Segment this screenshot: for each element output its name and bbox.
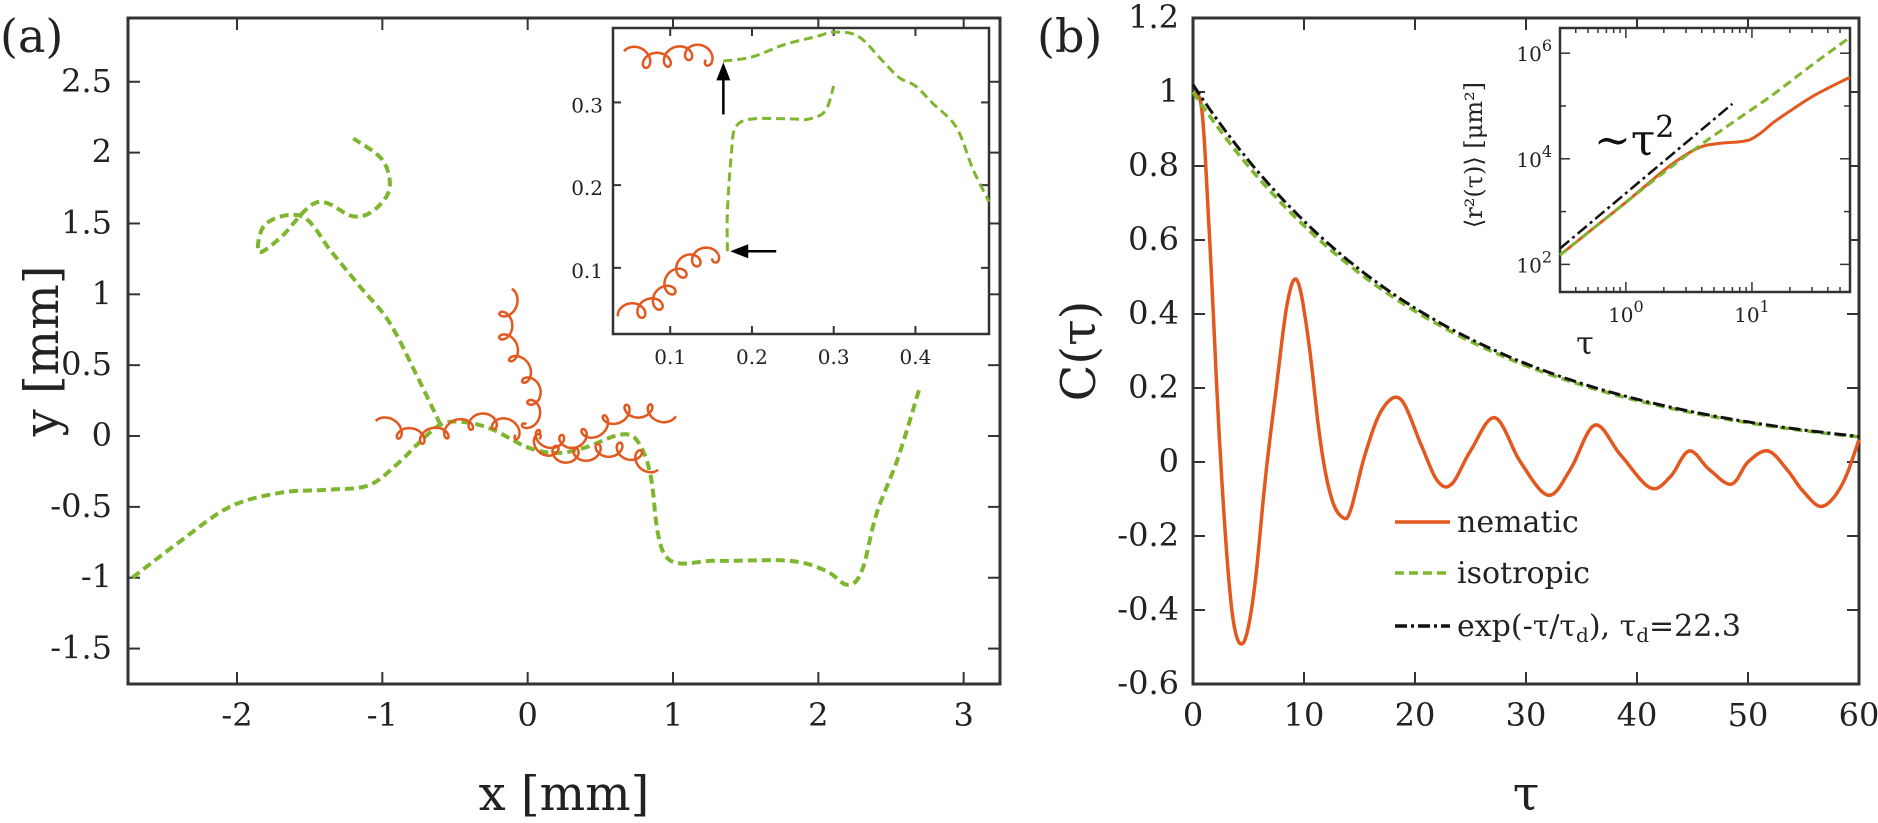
panel-b-ytick-label: 0.8	[1128, 146, 1179, 184]
panel-a-inset-series-isotropic-2	[723, 30, 991, 203]
legend-label-fit: exp(-τ/τd), τd=22.3	[1457, 609, 1741, 647]
panel-a-series-nematic-lobe	[497, 287, 542, 430]
panel-b-xtick-label: 60	[1839, 696, 1878, 734]
panel-a-xlabel: x [mm]	[479, 766, 650, 822]
panel-a-series	[131, 136, 923, 587]
panel-a-inset-frame	[611, 26, 991, 336]
legend-label-isotropic: isotropic	[1457, 556, 1590, 591]
arrow-up-icon	[716, 62, 731, 81]
panel-a-inset-xtick-label: 0.2	[736, 345, 768, 369]
panel-a-chart: -2 -1 0 1 2 3 -1.5 -1 -0.5 0 0.5 1 1.5 2 2.5 x [mm] y …	[14, 16, 1002, 822]
panel-b-xtick-label: 40	[1617, 696, 1658, 734]
panel-b-xtick-label: 10	[1284, 696, 1325, 734]
panel-a-ytick-label: 0	[92, 416, 112, 454]
panel-b-inset-ytick-label: 102	[1516, 247, 1552, 277]
panel-a-inset-series-nematic-top	[623, 43, 714, 70]
panel-b-series-nematic	[1191, 90, 1861, 646]
panel-b-inset: 100 101 102 104 106 τ ⟨r²(τ)⟩ [μm²] ~τ2	[1460, 26, 1852, 362]
panel-b-inset-series	[1559, 36, 1851, 257]
panel-a-inset-xtick-label: 0.1	[654, 345, 686, 369]
panel-a-ytick-label: 2	[92, 133, 112, 171]
panel-b-ytick-label: 1	[1159, 72, 1179, 110]
panel-b-series	[1191, 83, 1861, 646]
panel-a-inset-xtick-label: 0.4	[900, 345, 932, 369]
panel-a-ticks: -2 -1 0 1 2 3 -1.5 -1 -0.5 0 0.5 1 1.5 2 2.5	[50, 18, 1000, 734]
panel-b-ytick-label: -0.2	[1117, 516, 1179, 554]
panel-a-frame	[126, 16, 1002, 686]
panel-b-xlabel: τ	[1513, 766, 1540, 822]
panel-a-series-nematic-lobe	[374, 412, 521, 446]
panel-b-xtick-label: 20	[1395, 696, 1436, 734]
panel-a-ytick-label: 0.5	[61, 345, 112, 383]
panel-b-chart: 0 10 20 30 40 50 60 -0.6 -0.4 -0.2 0 0.2 0.4 0.6 0.8 1 1…	[1051, 0, 1878, 822]
panel-b-inset-xtick-label: 100	[1608, 297, 1644, 327]
panel-b-inset-ylabel: ⟨r²(τ)⟩ [μm²]	[1460, 82, 1488, 228]
panel-b-series-fit	[1191, 83, 1860, 438]
panel-a-xtick-label: 0	[517, 696, 537, 734]
panel-a-inset-series	[616, 30, 991, 320]
panel-b-ytick-label: 0.6	[1128, 220, 1179, 258]
arrow-left-icon	[730, 244, 749, 259]
panel-a-series-nematic-lobe	[534, 403, 677, 450]
panel-a-inset-series-isotropic	[725, 85, 836, 252]
panel-a-xtick-label: 3	[953, 696, 973, 734]
panel-b-xtick-label: 50	[1728, 696, 1769, 734]
panel-label-b: (b)	[1037, 9, 1102, 63]
panel-b-inset-annotation-text: ~τ2	[1594, 110, 1674, 166]
panel-b-ytick-label: 1.2	[1128, 0, 1179, 36]
panel-b-ytick-label: 0	[1159, 442, 1179, 480]
panel-a-series-nematic-lobe	[532, 432, 659, 474]
panel-b-inset-ytick-label: 104	[1516, 142, 1552, 172]
panel-b-ticks: 0 10 20 30 40 50 60 -0.6 -0.4 -0.2 0 0.2 0.4 0.6 0.8 1 1…	[1117, 0, 1878, 734]
panel-a-ytick-label: -0.5	[50, 487, 112, 525]
panel-a-xtick-label: 2	[808, 696, 828, 734]
panel-a-ytick-label: -1.5	[50, 629, 112, 667]
panel-a-inset: 0.1 0.2 0.3 0.4 0.1 0.2 0.3	[571, 26, 991, 369]
panel-b-inset-ytick-label: 106	[1516, 36, 1552, 66]
panel-a-inset-ticks: 0.1 0.2 0.3 0.4 0.1 0.2 0.3	[571, 28, 989, 369]
panel-b-inset-xlabel: τ	[1576, 324, 1594, 362]
panel-b-inset-frame	[1558, 26, 1852, 294]
panel-a-series-isotropic	[131, 385, 923, 587]
panel-a-series-isotropic-loop	[255, 136, 443, 426]
panel-b-inset-xtick-label: 101	[1734, 297, 1770, 327]
panel-label-a: (a)	[0, 9, 63, 63]
panel-a-inset-ytick-label: 0.2	[571, 176, 603, 200]
panel-a-ytick-label: 2.5	[61, 62, 112, 100]
panel-b-legend: nematic isotropic exp(-τ/τd), τd=22.3	[1395, 505, 1741, 647]
panel-a-xtick-label: 1	[663, 696, 683, 734]
panel-a-xtick-label: -2	[221, 696, 252, 734]
legend-label-nematic: nematic	[1457, 505, 1579, 540]
panel-a-inset-xtick-label: 0.3	[818, 345, 850, 369]
panel-a-inset-ytick-label: 0.3	[571, 93, 603, 117]
panel-b-xtick-label: 30	[1506, 696, 1547, 734]
panel-a-ytick-label: -1	[81, 558, 112, 596]
panel-a-ylabel: y [mm]	[14, 266, 70, 438]
panel-b-inset-series-isotropic	[1559, 36, 1851, 257]
panel-b-series-isotropic	[1191, 91, 1860, 439]
panel-b-inset-series-fit	[1559, 102, 1734, 250]
panel-a-ytick-label: 1	[92, 274, 112, 312]
panel-a-xtick-label: -1	[367, 696, 398, 734]
panel-a-inset-series-nematic-bottom	[616, 246, 721, 320]
panel-b-ytick-label: 0.2	[1128, 368, 1179, 406]
panel-b-inset-ticks: 100 101 102 104 106	[1516, 28, 1851, 327]
panel-a-inset-ytick-label: 0.1	[571, 259, 603, 283]
panel-b-inset-annotation: ~τ2	[1594, 110, 1674, 166]
panel-b-ytick-label: -0.4	[1117, 590, 1179, 628]
panel-b-ytick-label: 0.4	[1128, 294, 1179, 332]
panel-b-ylabel: C(τ)	[1051, 301, 1107, 402]
panel-a-ytick-label: 1.5	[61, 203, 112, 241]
panel-b-xtick-label: 0	[1183, 696, 1203, 734]
panel-b-ytick-label: -0.6	[1117, 664, 1179, 702]
